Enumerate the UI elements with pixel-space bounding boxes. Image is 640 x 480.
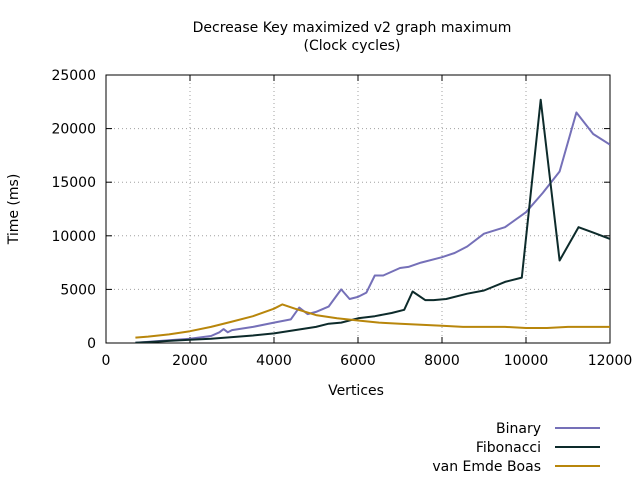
x-tick-label: 4000 bbox=[256, 353, 292, 369]
chart-title: Decrease Key maximized v2 graph maximum bbox=[193, 20, 512, 36]
x-tick-label: 6000 bbox=[340, 353, 376, 369]
x-axis-label: Vertices bbox=[328, 383, 384, 399]
series-line-binary bbox=[135, 111, 610, 343]
legend-label-van-emde-boas: van Emde Boas bbox=[432, 459, 541, 475]
x-tick-label: 0 bbox=[102, 353, 111, 369]
y-tick-label: 10000 bbox=[51, 229, 96, 245]
legend: Binary Fibonacci van Emde Boas bbox=[432, 421, 600, 475]
axes bbox=[105, 74, 611, 344]
y-axis-label: Time (ms) bbox=[6, 174, 22, 246]
x-tick-label: 2000 bbox=[172, 353, 208, 369]
x-tick-label: 12000 bbox=[588, 353, 633, 369]
tick-labels: 0 2000 4000 6000 8000 10000 12000 0 5000 10000 150… bbox=[51, 68, 632, 369]
series-line-fibonacci bbox=[135, 98, 610, 343]
y-tick-label: 20000 bbox=[51, 122, 96, 138]
y-tick-label: 15000 bbox=[51, 175, 96, 191]
legend-label-fibonacci: Fibonacci bbox=[476, 440, 541, 456]
chart-subtitle: (Clock cycles) bbox=[304, 38, 401, 54]
x-tick-label: 8000 bbox=[424, 353, 460, 369]
y-tick-label: 5000 bbox=[60, 282, 96, 298]
x-tick-label: 10000 bbox=[504, 353, 549, 369]
series-line-van-emde-boas bbox=[135, 303, 610, 339]
legend-label-binary: Binary bbox=[496, 421, 541, 437]
series-lines bbox=[135, 98, 610, 343]
grid-lines bbox=[106, 75, 610, 343]
y-tick-label: 0 bbox=[87, 336, 96, 352]
y-tick-label: 25000 bbox=[51, 68, 96, 84]
